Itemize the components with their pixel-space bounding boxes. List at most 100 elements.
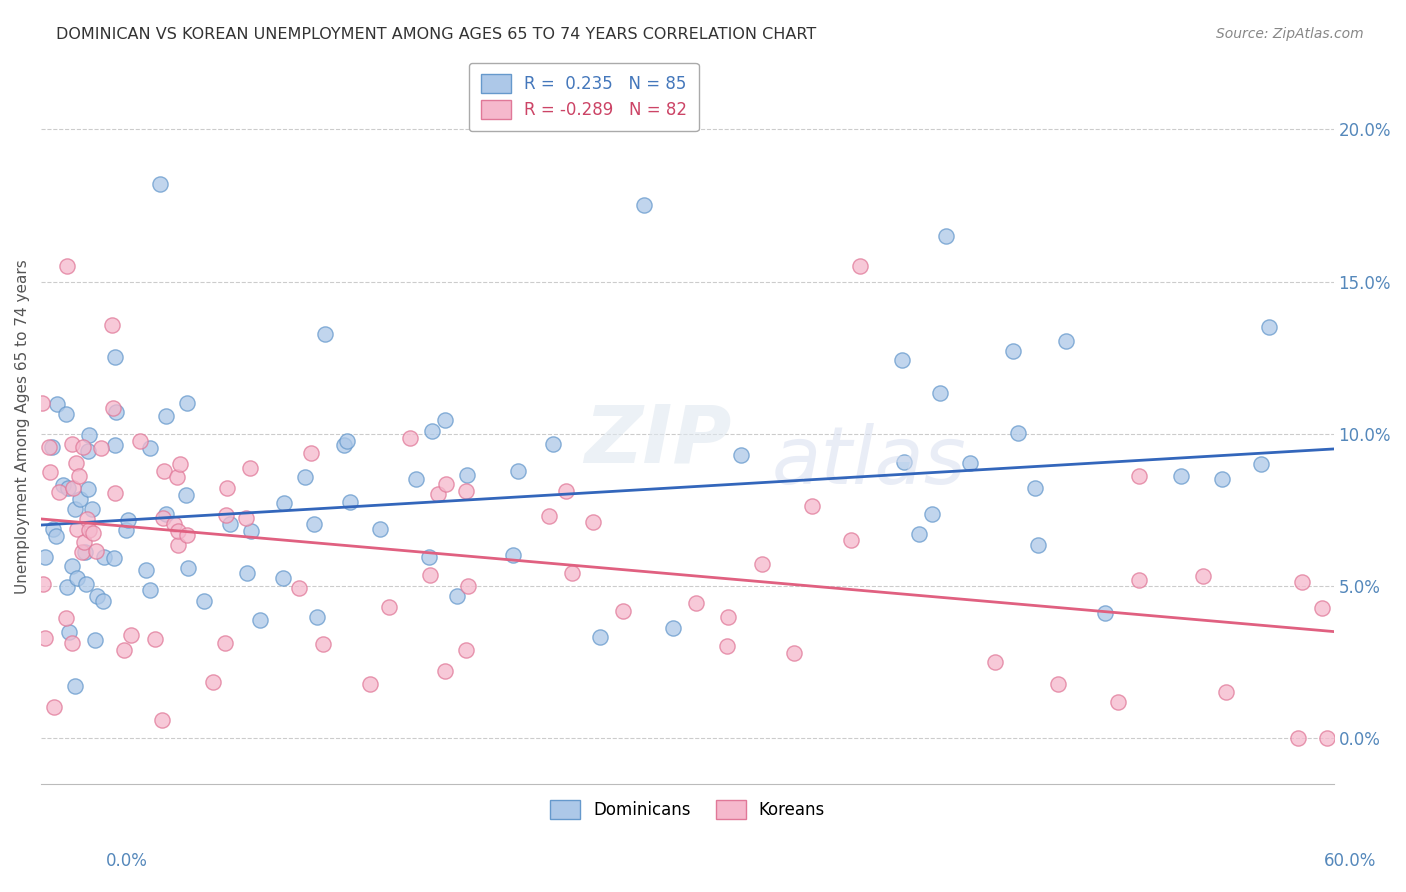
Point — [332, 437, 354, 451]
Point — [76, 512, 98, 526]
Point — [163, 516, 186, 531]
Point — [115, 523, 138, 537]
Point — [129, 434, 152, 449]
Point — [101, 318, 124, 333]
Point — [839, 533, 862, 547]
Point — [239, 460, 262, 475]
Point — [41, 441, 63, 455]
Point — [70, 544, 93, 558]
Point — [55, 611, 77, 625]
Point — [1250, 457, 1272, 471]
Point — [240, 524, 263, 538]
Point — [90, 441, 112, 455]
Point — [34, 549, 56, 564]
Point — [93, 549, 115, 564]
Point — [848, 260, 870, 274]
Point — [77, 428, 100, 442]
Point — [75, 545, 97, 559]
Point — [60, 437, 83, 451]
Point — [75, 576, 97, 591]
Point — [612, 604, 634, 618]
Point — [508, 464, 530, 478]
Point — [60, 558, 83, 573]
Point — [104, 404, 127, 418]
Point — [38, 440, 60, 454]
Point — [456, 483, 478, 498]
Point — [446, 589, 468, 603]
Point — [66, 522, 89, 536]
Point — [93, 594, 115, 608]
Point — [77, 482, 100, 496]
Point — [783, 646, 806, 660]
Point — [368, 522, 391, 536]
Point — [1007, 425, 1029, 440]
Point — [46, 396, 69, 410]
Point — [82, 526, 104, 541]
Point — [152, 510, 174, 524]
Point — [377, 600, 399, 615]
Point — [589, 631, 612, 645]
Point — [730, 449, 752, 463]
Point — [177, 561, 200, 575]
Point — [685, 596, 707, 610]
Point — [56, 580, 79, 594]
Point — [359, 677, 381, 691]
Point — [62, 636, 84, 650]
Point — [193, 594, 215, 608]
Point — [1170, 469, 1192, 483]
Point — [34, 631, 56, 645]
Point — [176, 527, 198, 541]
Text: atlas: atlas — [772, 423, 966, 501]
Point — [398, 431, 420, 445]
Point — [86, 589, 108, 603]
Y-axis label: Unemployment Among Ages 65 to 74 years: Unemployment Among Ages 65 to 74 years — [15, 259, 30, 593]
Point — [153, 464, 176, 478]
Point — [48, 485, 70, 500]
Point — [218, 517, 240, 532]
Point — [139, 441, 162, 455]
Point — [69, 492, 91, 507]
Text: Source: ZipAtlas.com: Source: ZipAtlas.com — [1216, 27, 1364, 41]
Point — [86, 544, 108, 558]
Point — [336, 434, 359, 449]
Point — [214, 636, 236, 650]
Point — [716, 640, 738, 654]
Point — [103, 485, 125, 500]
Point — [662, 621, 685, 635]
Point — [176, 395, 198, 409]
Point — [929, 385, 952, 400]
Point — [65, 502, 87, 516]
Point — [76, 443, 98, 458]
Point — [890, 352, 912, 367]
Point — [56, 260, 79, 274]
Point — [31, 396, 53, 410]
Point — [984, 655, 1007, 669]
Point — [45, 529, 67, 543]
Point — [541, 437, 564, 451]
Point — [1291, 574, 1313, 589]
Point — [959, 456, 981, 470]
Point — [1002, 343, 1025, 358]
Legend: Dominicans, Koreans: Dominicans, Koreans — [543, 793, 832, 825]
Point — [155, 409, 177, 423]
Point — [1024, 482, 1046, 496]
Point — [1107, 695, 1129, 709]
Point — [135, 563, 157, 577]
Point — [1128, 574, 1150, 588]
Point — [215, 508, 238, 522]
Point — [112, 643, 135, 657]
Point — [1028, 538, 1050, 552]
Point — [167, 524, 190, 538]
Point — [434, 665, 457, 679]
Point — [72, 441, 94, 455]
Point — [314, 326, 336, 341]
Point — [58, 482, 80, 496]
Point — [103, 437, 125, 451]
Point — [169, 457, 191, 471]
Point — [235, 511, 257, 525]
Point — [249, 613, 271, 627]
Point — [166, 538, 188, 552]
Point — [77, 523, 100, 537]
Point — [101, 401, 124, 415]
Point — [582, 516, 605, 530]
